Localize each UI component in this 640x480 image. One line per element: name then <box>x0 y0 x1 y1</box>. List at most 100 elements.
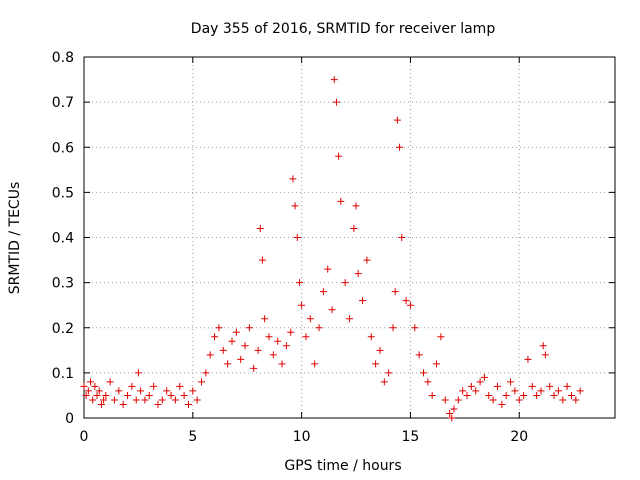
data-point <box>269 351 277 359</box>
data-point <box>224 360 232 368</box>
data-point <box>163 387 171 395</box>
data-point <box>241 342 249 350</box>
data-point <box>337 197 345 205</box>
chart-title: Day 355 of 2016, SRMTID for receiver lam… <box>191 21 496 37</box>
data-point <box>437 333 445 341</box>
x-tick-label: 20 <box>510 429 528 445</box>
data-point <box>89 396 97 404</box>
data-point <box>302 333 310 341</box>
y-tick-label: 0.2 <box>52 321 74 337</box>
data-point <box>289 175 297 183</box>
data-point <box>287 328 295 336</box>
x-tick-label: 10 <box>293 429 311 445</box>
data-point <box>572 396 580 404</box>
y-axis-label: SRMTID / TECUs <box>7 182 23 295</box>
data-point <box>171 396 179 404</box>
data-point <box>298 301 306 309</box>
data-point <box>411 324 419 332</box>
data-point <box>550 391 558 399</box>
data-point <box>102 391 110 399</box>
data-point <box>184 400 192 408</box>
data-point <box>100 396 108 404</box>
data-point <box>359 297 367 305</box>
data-point <box>145 391 153 399</box>
data-point <box>176 382 184 390</box>
data-point <box>467 382 475 390</box>
data-point <box>502 391 510 399</box>
y-tick-label: 0.8 <box>52 50 74 66</box>
data-point <box>563 382 571 390</box>
data-point <box>128 382 136 390</box>
data-point <box>154 400 162 408</box>
data-point <box>250 364 258 372</box>
data-point <box>554 387 562 395</box>
data-point <box>219 346 227 354</box>
data-points <box>80 76 584 422</box>
data-point <box>533 391 541 399</box>
y-tick-label: 0.3 <box>52 276 74 292</box>
data-point <box>137 387 145 395</box>
data-point <box>206 351 214 359</box>
data-point <box>393 116 401 124</box>
data-point <box>507 378 515 386</box>
data-point <box>319 288 327 296</box>
data-point <box>311 360 319 368</box>
data-point <box>537 387 545 395</box>
data-point <box>380 378 388 386</box>
data-point <box>448 414 456 422</box>
data-point <box>372 360 380 368</box>
data-point <box>330 76 338 84</box>
data-point <box>472 387 480 395</box>
data-point <box>352 202 360 210</box>
data-point <box>493 382 501 390</box>
data-point <box>119 400 127 408</box>
x-tick-label: 5 <box>188 429 197 445</box>
data-point <box>124 391 132 399</box>
data-point <box>84 387 92 395</box>
data-point <box>433 360 441 368</box>
data-point <box>295 279 303 287</box>
x-axis: 0 5 10 15 20 <box>80 57 528 445</box>
x-axis-label: GPS time / hours <box>284 458 401 474</box>
data-point <box>293 234 301 241</box>
data-point <box>202 369 210 377</box>
data-point <box>391 288 399 296</box>
data-point <box>150 382 158 390</box>
data-point <box>376 346 384 354</box>
data-point <box>282 342 290 350</box>
data-point <box>476 378 484 386</box>
data-point <box>265 333 273 341</box>
data-point <box>350 224 358 232</box>
y-axis: 0 0.1 0.2 0.3 0.4 0.5 0.6 0.7 0.8 <box>52 50 615 427</box>
data-point <box>498 400 506 408</box>
plot-frame <box>83 56 616 419</box>
data-point <box>261 315 269 323</box>
data-point <box>346 315 353 323</box>
data-point <box>228 337 236 345</box>
data-point <box>511 387 519 395</box>
data-point <box>315 324 323 332</box>
data-point <box>539 342 547 350</box>
y-tick-label: 0.6 <box>52 140 74 156</box>
data-point <box>254 346 262 354</box>
grid <box>84 57 615 418</box>
data-point <box>341 279 349 287</box>
data-point <box>546 382 554 390</box>
data-point <box>441 396 449 404</box>
data-point <box>93 391 101 399</box>
data-point <box>524 355 532 363</box>
x-tick-label: 15 <box>402 429 420 445</box>
data-point <box>82 391 90 399</box>
data-point <box>389 324 397 332</box>
data-point <box>141 396 149 404</box>
data-point <box>291 202 299 210</box>
data-point <box>367 333 375 341</box>
data-point <box>332 98 340 106</box>
data-point <box>110 396 118 404</box>
data-point <box>306 315 314 323</box>
data-point <box>419 369 427 377</box>
data-point <box>95 387 103 395</box>
data-point <box>158 396 166 404</box>
data-point <box>87 378 95 386</box>
